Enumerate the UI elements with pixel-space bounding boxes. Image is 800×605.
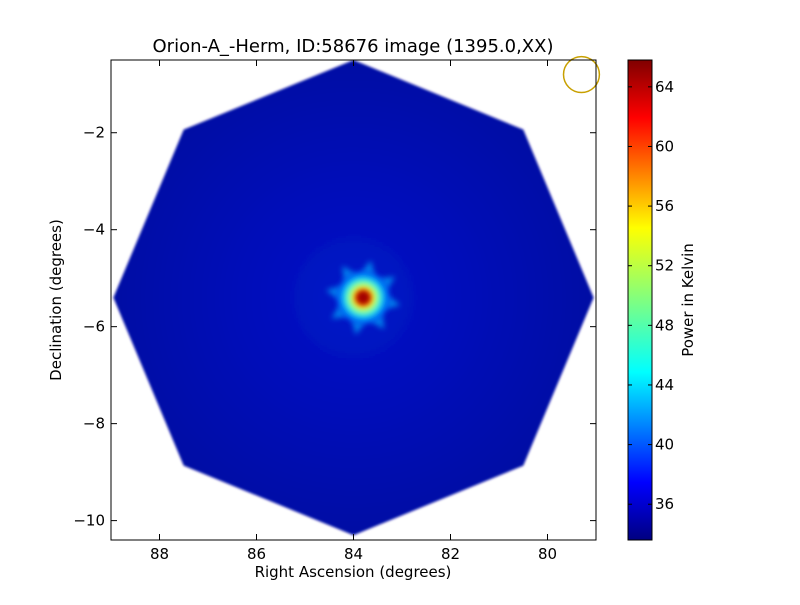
colorbar-ticks: 36 40 44 48 52 56 60 64 — [628, 78, 674, 513]
colorbar-label: Power in Kelvin — [679, 243, 697, 357]
y-tick-label: −6 — [83, 318, 105, 336]
plot-area — [113, 60, 594, 536]
y-axis-label: Declination (degrees) — [47, 219, 65, 381]
colorbar-tick-label: 48 — [655, 316, 674, 334]
colorbar-tick-label: 44 — [655, 376, 674, 394]
x-tick-label: 86 — [247, 545, 266, 563]
colorbar-tick-label: 36 — [655, 495, 674, 513]
colorbar-tick-label: 56 — [655, 197, 674, 215]
colorbar: 36 40 44 48 52 56 60 64 Power in Kelvin — [627, 59, 697, 541]
colorbar-tick-label: 64 — [655, 78, 674, 96]
source-peak — [356, 290, 371, 305]
y-tick-label: −4 — [83, 221, 105, 239]
colorbar-tick-label: 60 — [655, 137, 674, 155]
y-axis: −2 −4 −6 −8 −10 — [73, 124, 596, 530]
x-axis: 88 86 84 82 80 — [150, 60, 557, 563]
y-tick-label: −2 — [83, 124, 105, 142]
x-tick-label: 82 — [441, 545, 460, 563]
x-tick-label: 84 — [344, 545, 363, 563]
chart-title: Orion-A_-Herm, ID:58676 image (1395.0,XX… — [153, 36, 554, 57]
colorbar-tick-label: 40 — [655, 436, 674, 454]
source-blob — [326, 260, 401, 335]
colorbar-gradient — [627, 59, 653, 541]
x-tick-label: 88 — [150, 545, 169, 563]
beam-circle — [562, 55, 601, 94]
x-tick-label: 80 — [538, 545, 557, 563]
colorbar-tick-label: 52 — [655, 257, 674, 275]
y-tick-label: −8 — [83, 415, 105, 433]
x-axis-label: Right Ascension (degrees) — [255, 563, 452, 581]
y-tick-label: −10 — [73, 512, 105, 530]
